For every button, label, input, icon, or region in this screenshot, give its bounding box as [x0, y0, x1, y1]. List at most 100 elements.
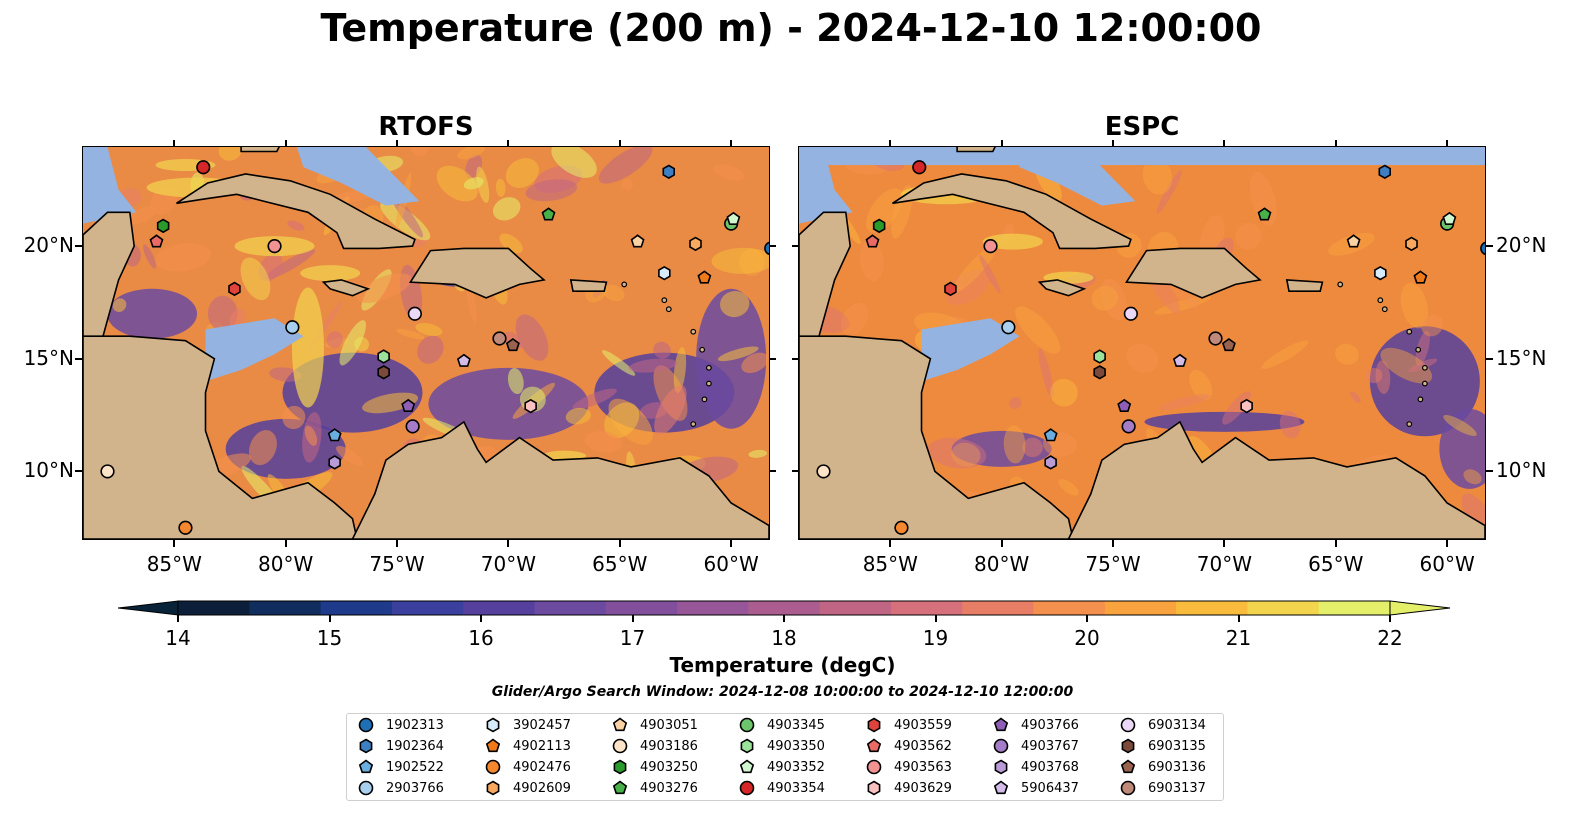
legend-item[interactable]: 2903766 — [357, 778, 444, 798]
lon-tick-mark — [1446, 540, 1449, 547]
legend-item[interactable]: 4903352 — [738, 757, 825, 777]
profile-marker-pentagon[interactable] — [505, 338, 520, 352]
profile-marker-hexagon[interactable] — [689, 236, 702, 252]
profile-marker-circle[interactable] — [912, 160, 927, 175]
profile-marker-pentagon[interactable] — [456, 353, 471, 367]
colorbar-tick-mark — [934, 615, 937, 622]
profile-marker-pentagon[interactable] — [630, 234, 645, 248]
profile-marker-pentagon[interactable] — [1172, 353, 1187, 367]
profile-marker-pentagon[interactable] — [865, 234, 880, 248]
profile-marker-circle[interactable] — [764, 241, 769, 256]
legend-item[interactable]: 1902313 — [357, 715, 444, 735]
legend-item[interactable]: 4903250 — [611, 757, 698, 777]
profile-marker-circle[interactable] — [1123, 306, 1138, 321]
profile-marker-hexagon[interactable] — [1374, 265, 1387, 281]
profile-marker-pentagon[interactable] — [1257, 207, 1272, 221]
profile-marker-pentagon[interactable] — [697, 270, 712, 284]
legend-item[interactable]: 4902609 — [484, 778, 571, 798]
profile-marker-hexagon[interactable] — [944, 281, 957, 297]
legend-item[interactable]: 6903134 — [1119, 715, 1206, 735]
legend-item[interactable]: 6903135 — [1119, 736, 1206, 756]
profile-marker-pentagon[interactable] — [1442, 211, 1457, 225]
profile-marker-circle[interactable] — [1208, 331, 1223, 346]
florida-land — [240, 147, 280, 153]
legend-item[interactable]: 3902457 — [484, 715, 571, 735]
profile-marker-hexagon[interactable] — [872, 218, 886, 234]
legend-item[interactable]: 4903345 — [738, 715, 825, 735]
profile-marker-hexagon[interactable] — [1240, 398, 1253, 414]
profile-marker-pentagon[interactable] — [1413, 270, 1428, 284]
profile-marker-circle[interactable] — [405, 419, 420, 434]
legend-label: 4903250 — [640, 759, 698, 775]
legend-item[interactable]: 4903186 — [611, 736, 698, 756]
profile-marker-circle[interactable] — [285, 320, 300, 335]
profile-marker-hexagon[interactable] — [662, 164, 675, 180]
puerto-rico-land — [1285, 279, 1324, 292]
profile-marker-pentagon[interactable] — [401, 398, 416, 412]
profile-marker-circle[interactable] — [100, 464, 115, 479]
profile-marker-hexagon[interactable] — [1378, 164, 1391, 180]
profile-marker-pentagon[interactable] — [1043, 428, 1058, 442]
map-panel-rtofs[interactable] — [82, 146, 770, 540]
profile-marker-circle[interactable] — [267, 239, 282, 254]
profile-marker-hexagon[interactable] — [1093, 349, 1106, 364]
profile-marker-hexagon[interactable] — [1044, 455, 1057, 470]
profile-marker-circle[interactable] — [492, 331, 507, 346]
profile-marker-hexagon[interactable] — [377, 349, 390, 364]
profile-marker-pentagon[interactable] — [149, 234, 164, 248]
profile-marker-hexagon[interactable] — [1093, 365, 1106, 380]
legend-item[interactable]: 4903350 — [738, 736, 825, 756]
profile-marker-hexagon[interactable] — [658, 265, 671, 281]
legend-item[interactable]: 6903136 — [1119, 757, 1206, 777]
legend-item[interactable]: 4903051 — [611, 715, 698, 735]
profile-marker-pentagon[interactable] — [1117, 398, 1132, 412]
profile-marker-pentagon[interactable] — [1221, 338, 1236, 352]
profile-marker-hexagon[interactable] — [156, 218, 170, 234]
legend-item[interactable]: 4903629 — [865, 778, 952, 798]
legend-item[interactable]: 4903276 — [611, 778, 698, 798]
hexagon-marker-icon — [867, 717, 881, 733]
profile-marker-circle[interactable] — [178, 520, 193, 535]
legend-item[interactable]: 4903354 — [738, 778, 825, 798]
colorbar-tick-label: 21 — [1225, 626, 1252, 650]
legend-item[interactable]: 4902113 — [484, 736, 571, 756]
map-panel-espc[interactable] — [798, 146, 1486, 540]
legend-item[interactable]: 1902364 — [357, 736, 444, 756]
temperature-eddy — [1015, 306, 1061, 354]
temperature-eddy — [417, 335, 444, 364]
legend-item[interactable]: 4903767 — [992, 736, 1079, 756]
profile-marker-circle[interactable] — [1121, 419, 1136, 434]
pentagon-legend-symbol — [485, 738, 501, 753]
legend-item[interactable]: 6903137 — [1119, 778, 1206, 798]
temperature-eddy — [1003, 425, 1026, 464]
profile-marker-hexagon[interactable] — [524, 398, 537, 414]
legend-item[interactable]: 4903768 — [992, 757, 1079, 777]
profile-marker-circle[interactable] — [196, 160, 211, 175]
profile-marker-hexagon[interactable] — [328, 455, 341, 470]
profile-marker-pentagon[interactable] — [726, 211, 741, 225]
lon-tick-mark — [1223, 540, 1226, 547]
legend-item[interactable]: 5906437 — [992, 778, 1079, 798]
profile-marker-circle[interactable] — [1480, 241, 1485, 256]
profile-marker-pentagon[interactable] — [1346, 234, 1361, 248]
legend-item[interactable]: 4902476 — [484, 757, 571, 777]
legend-item[interactable]: 4903563 — [865, 757, 952, 777]
profile-marker-circle[interactable] — [983, 239, 998, 254]
map-canvas-espc — [799, 147, 1485, 539]
profile-marker-circle[interactable] — [816, 464, 831, 479]
profile-marker-circle[interactable] — [1001, 320, 1016, 335]
profile-marker-hexagon[interactable] — [1405, 236, 1418, 252]
profile-marker-circle[interactable] — [894, 520, 909, 535]
temperature-eddy — [112, 298, 127, 313]
colorbar-tick-mark — [1237, 615, 1240, 622]
profile-marker-pentagon[interactable] — [541, 207, 556, 221]
legend-item[interactable]: 4903562 — [865, 736, 952, 756]
legend-item[interactable]: 1902522 — [357, 757, 444, 777]
profile-marker-circle[interactable] — [407, 306, 422, 321]
profile-marker-hexagon[interactable] — [228, 281, 241, 297]
legend-item[interactable]: 4903766 — [992, 715, 1079, 735]
profile-marker-pentagon[interactable] — [327, 428, 342, 442]
temperature-eddy — [1375, 360, 1391, 394]
legend-item[interactable]: 4903559 — [865, 715, 952, 735]
profile-marker-hexagon[interactable] — [377, 365, 390, 380]
